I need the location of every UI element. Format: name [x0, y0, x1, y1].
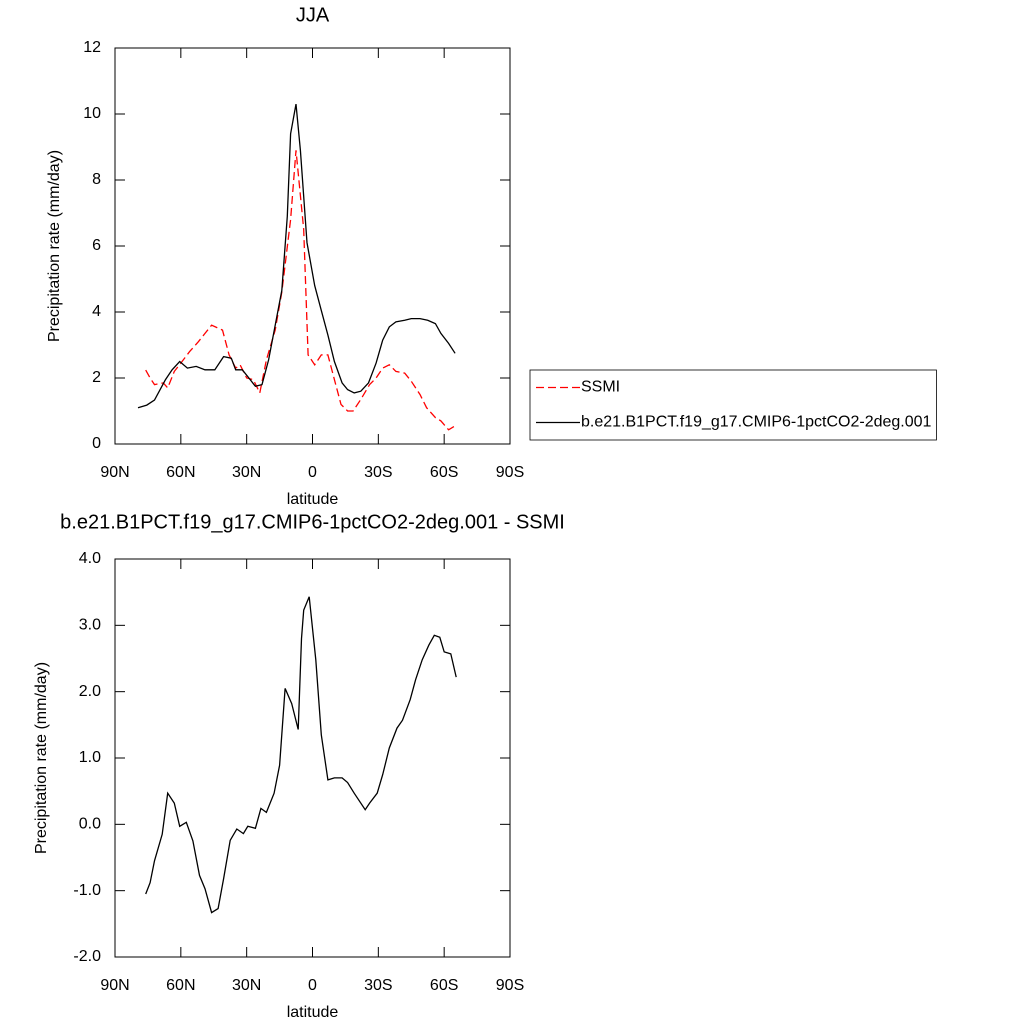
y-tick-label: 4.0: [79, 550, 101, 567]
y-tick-label: 3.0: [79, 617, 101, 634]
x-tick-label: 30N: [232, 977, 261, 994]
y-axis-label: Precipitation rate (mm/day): [33, 662, 50, 854]
y-tick-label: 0.0: [79, 816, 101, 833]
data-line: [137, 103, 456, 409]
y-tick-label: -1.0: [73, 882, 101, 899]
x-tick-label: 90N: [100, 977, 129, 994]
x-tick-label: 60N: [166, 464, 195, 481]
x-tick-label: 90S: [496, 977, 524, 994]
x-tick-label: 0: [308, 977, 317, 994]
x-tick-label: 60S: [430, 977, 458, 994]
chart-title: b.e21.B1PCT.f19_g17.CMIP6-1pctCO2-2deg.0…: [60, 511, 565, 533]
x-tick-label: 30S: [364, 977, 392, 994]
y-tick-label: 1.0: [79, 749, 101, 766]
y-tick-label: -2.0: [73, 948, 101, 965]
data-line: [145, 150, 456, 431]
legend: SSMI b.e21.B1PCT.f19_g17.CMIP6-1pctCO2-2d…: [529, 369, 937, 441]
x-tick-label: 60N: [166, 977, 195, 994]
y-tick-label: 4: [92, 303, 101, 320]
x-axis-label: latitude: [287, 491, 339, 508]
x-tick-label: 30N: [232, 464, 261, 481]
x-tick-label: 30S: [364, 464, 392, 481]
chart-title: JJA: [296, 4, 330, 26]
x-tick-label: 90S: [496, 464, 524, 481]
y-tick-label: 2: [92, 369, 101, 386]
y-tick-label: 12: [83, 39, 101, 56]
legend-box: [529, 369, 937, 441]
x-tick-label: 0: [308, 464, 317, 481]
plot-frame: [114, 558, 511, 958]
plot-frame: [114, 47, 511, 445]
y-tick-label: 6: [92, 237, 101, 254]
y-tick-label: 0: [92, 435, 101, 452]
y-tick-label: 8: [92, 171, 101, 188]
data-line: [145, 596, 457, 914]
legend-label: SSMI: [581, 379, 620, 396]
y-tick-label: 10: [83, 105, 101, 122]
y-tick-label: 2.0: [79, 683, 101, 700]
x-tick-label: 90N: [100, 464, 129, 481]
legend-label: b.e21.B1PCT.f19_g17.CMIP6-1pctCO2-2deg.0…: [581, 414, 932, 431]
x-tick-label: 60S: [430, 464, 458, 481]
y-axis-label: Precipitation rate (mm/day): [46, 150, 63, 342]
x-axis-label: latitude: [287, 1004, 339, 1021]
